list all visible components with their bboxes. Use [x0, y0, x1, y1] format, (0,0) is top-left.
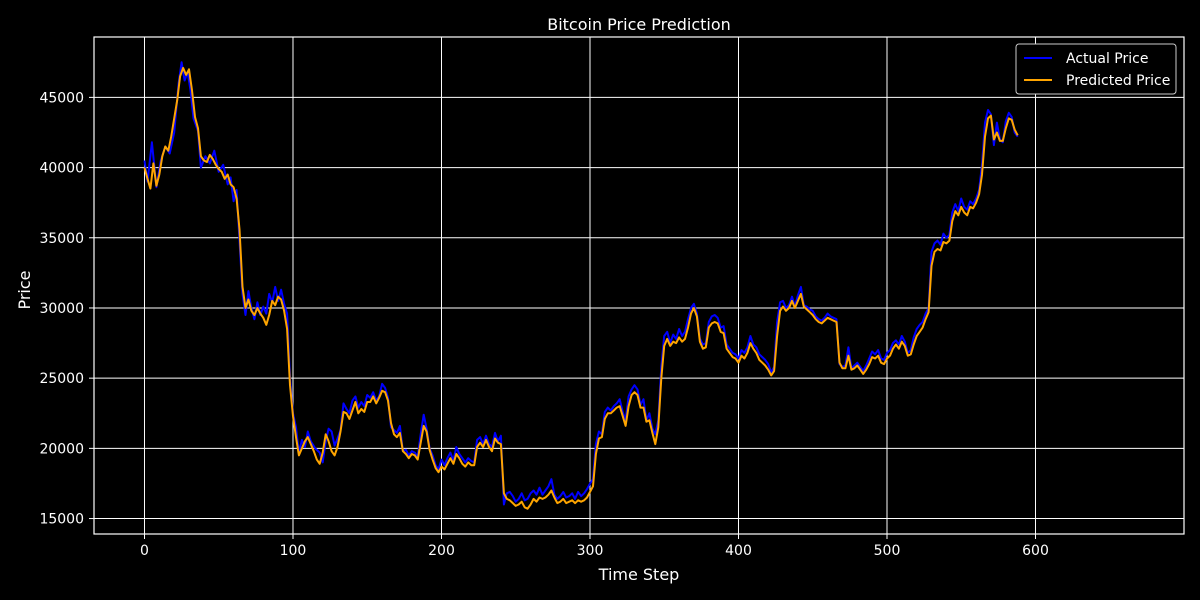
- x-tick-label: 600: [1022, 543, 1049, 559]
- grid: [94, 37, 1184, 534]
- y-axis-title: Price: [15, 270, 34, 309]
- series-layer: [143, 61, 1019, 510]
- y-tick-label: 30000: [39, 301, 84, 317]
- x-axis: 0 100 200 300 400 500 600: [140, 534, 1049, 559]
- y-tick-label: 40000: [39, 161, 84, 177]
- y-tick-label: 35000: [39, 231, 84, 247]
- y-tick-label: 15000: [39, 512, 84, 528]
- x-tick-label: 400: [725, 543, 752, 559]
- x-tick-label: 0: [140, 543, 149, 559]
- plot-frame: [93, 36, 1185, 535]
- y-tick-label: 20000: [39, 441, 84, 457]
- y-tick-label: 25000: [39, 371, 84, 387]
- x-axis-title: Time Step: [598, 565, 680, 584]
- x-tick-label: 100: [280, 543, 307, 559]
- legend-label-actual-price: Actual Price: [1066, 51, 1148, 67]
- legend-label-predicted-price: Predicted Price: [1066, 73, 1170, 89]
- x-tick-label: 300: [577, 543, 604, 559]
- legend-box: [1015, 43, 1177, 95]
- y-axis: 15000 20000 25000 30000 35000 40000 45000: [39, 90, 94, 528]
- x-tick-label: 200: [428, 543, 455, 559]
- chart-title: Bitcoin Price Prediction: [547, 15, 731, 34]
- legend: Actual Price Predicted Price: [1015, 43, 1177, 95]
- series-line-predicted-price: [143, 66, 1019, 510]
- plot-area: [94, 37, 1184, 534]
- x-tick-label: 500: [874, 543, 901, 559]
- y-tick-label: 45000: [39, 90, 84, 106]
